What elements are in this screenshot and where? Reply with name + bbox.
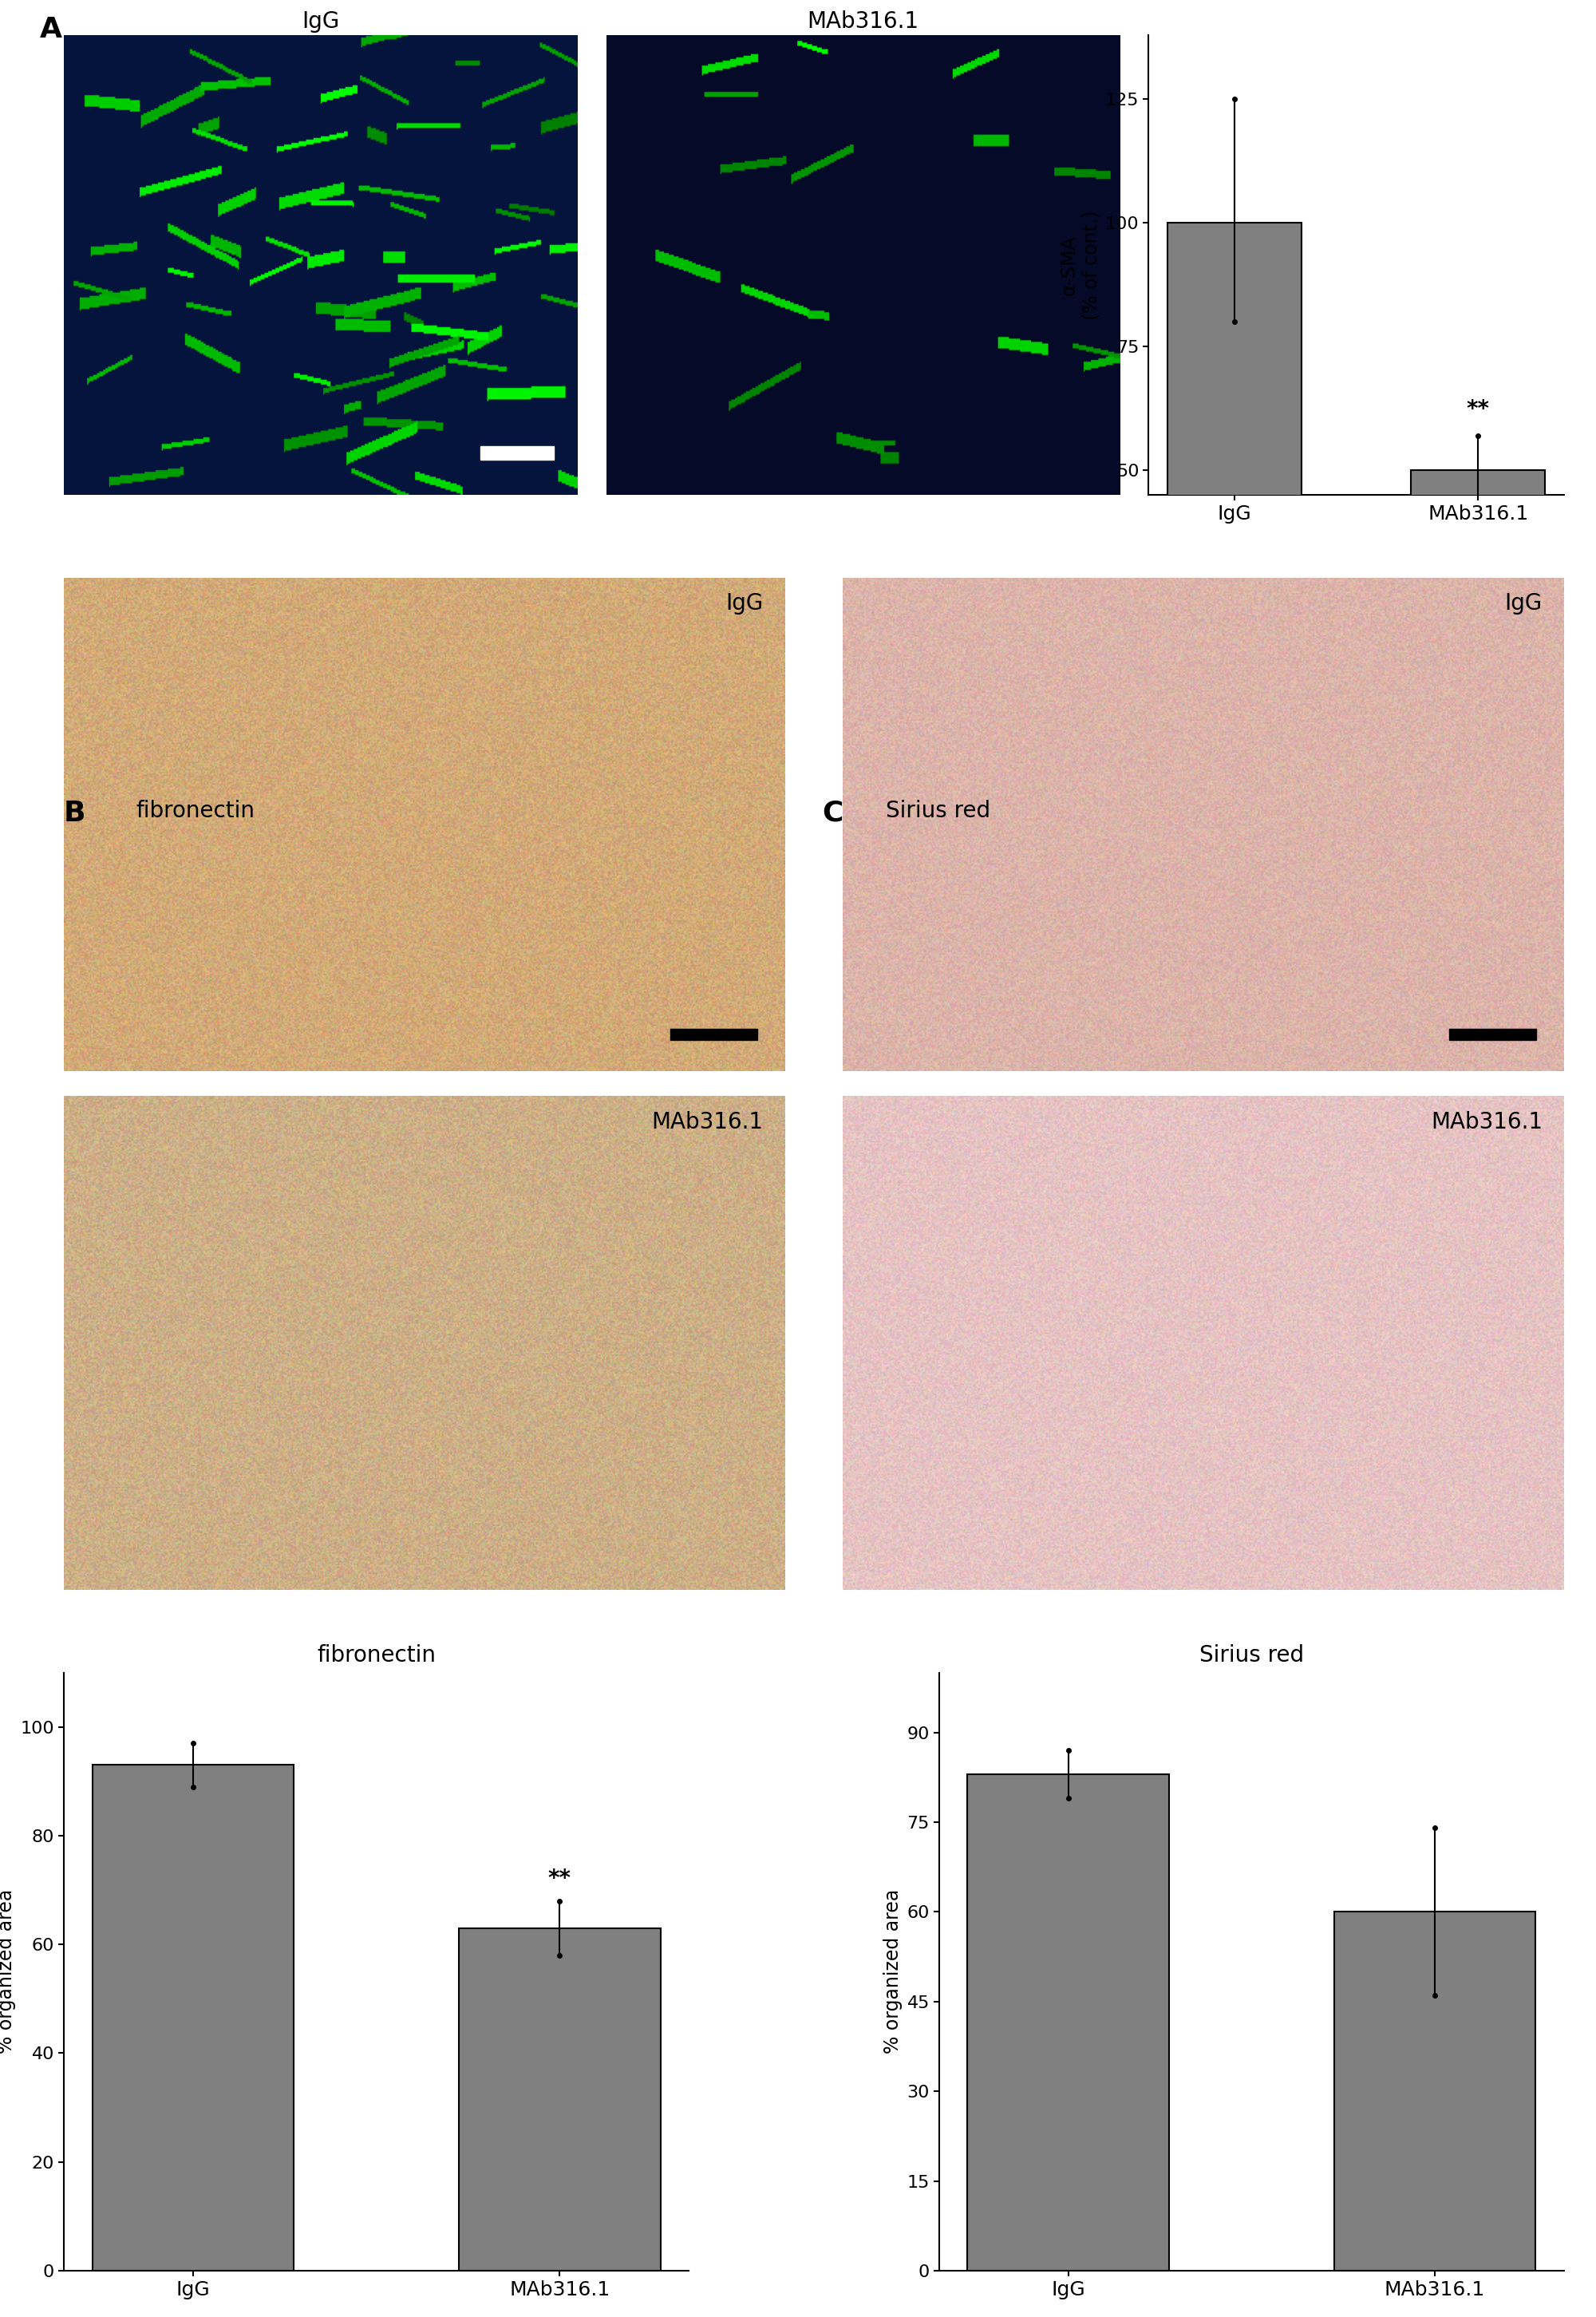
- Y-axis label: % organized area: % organized area: [0, 1888, 16, 2053]
- Bar: [460, 1928, 661, 2271]
- Bar: [480, 447, 554, 459]
- Text: fibronectin: fibronectin: [136, 799, 255, 823]
- Title: MAb316.1: MAb316.1: [808, 12, 919, 32]
- Bar: [93, 1766, 294, 2271]
- Text: IgG: IgG: [726, 593, 763, 614]
- Text: **: **: [547, 1868, 571, 1891]
- Bar: [1411, 470, 1545, 718]
- Title: IgG: IgG: [302, 12, 340, 32]
- Bar: [967, 1775, 1168, 2271]
- Bar: [670, 1029, 757, 1040]
- Y-axis label: α-SMA
(% of cont.): α-SMA (% of cont.): [1060, 211, 1101, 320]
- Title: fibronectin: fibronectin: [318, 1645, 436, 1666]
- Text: Sirius red: Sirius red: [886, 799, 991, 823]
- Bar: [1334, 1912, 1535, 2271]
- Text: **: **: [1467, 399, 1489, 422]
- Title: Sirius red: Sirius red: [1199, 1645, 1304, 1666]
- Y-axis label: % organized area: % organized area: [883, 1888, 902, 2053]
- Text: A: A: [40, 16, 62, 44]
- Text: MAb316.1: MAb316.1: [651, 1110, 763, 1133]
- Text: MAb316.1: MAb316.1: [1430, 1110, 1542, 1133]
- Text: C: C: [822, 799, 843, 827]
- Bar: [1167, 222, 1301, 718]
- Bar: [1449, 1029, 1535, 1040]
- Text: B: B: [64, 799, 86, 827]
- Text: IgG: IgG: [1505, 593, 1542, 614]
